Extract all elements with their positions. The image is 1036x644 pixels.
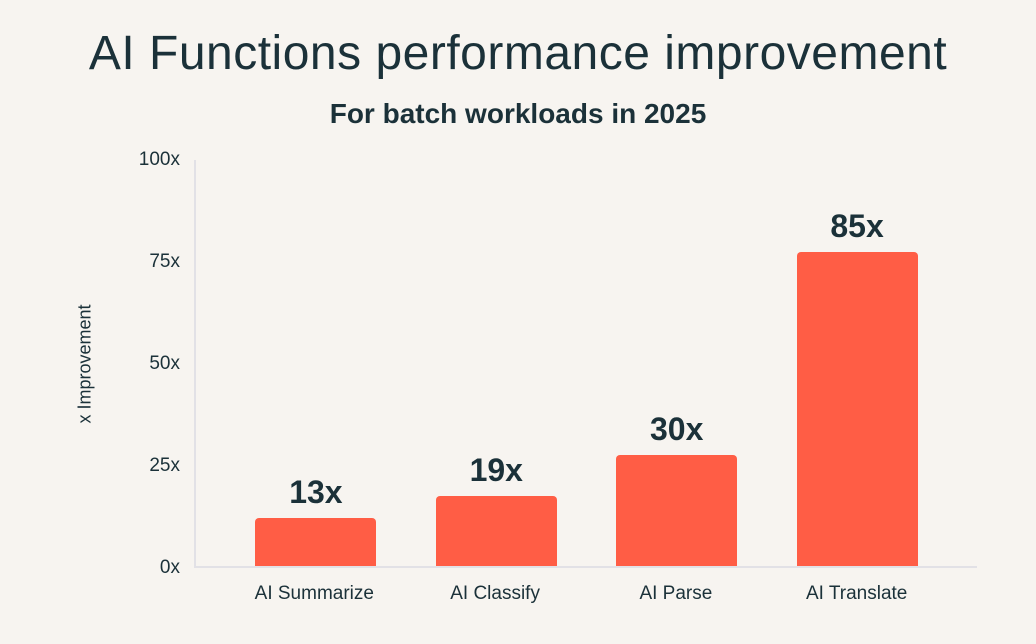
y-tick-label: 75x	[149, 251, 180, 272]
bar	[796, 252, 918, 566]
bar	[255, 518, 377, 566]
bar-value-label: 13x	[289, 474, 343, 511]
bar-slot: 85x	[796, 160, 918, 566]
y-tick-label: 25x	[149, 455, 180, 476]
bar-slot: 30x	[616, 160, 738, 566]
category-label: AI Parse	[639, 583, 713, 604]
bar	[616, 455, 738, 566]
bar-value-label: 19x	[469, 451, 523, 488]
bar-value-label: 85x	[830, 208, 884, 245]
y-tick-label: 100x	[138, 149, 180, 170]
bar-slot: 13x	[255, 160, 377, 566]
y-axis-ticks: 0x 25x 50x 75x 100x	[0, 149, 180, 578]
bar	[435, 495, 557, 566]
category-label: AI Classify	[450, 583, 540, 604]
category-label: AI Translate	[805, 583, 908, 604]
y-tick-label: 0x	[159, 557, 180, 578]
bar-slot: 19x	[435, 160, 557, 566]
plot-area: 13x 19x 30x 85x	[194, 160, 977, 568]
y-tick-label: 50x	[149, 353, 180, 374]
chart-subtitle: For batch workloads in 2025	[329, 98, 707, 129]
bar-value-label: 30x	[649, 411, 704, 448]
x-axis-labels: AI Summarize AI Classify AI Parse AI Transl…	[194, 583, 977, 605]
chart-title: AI Functions performance improvement	[88, 27, 948, 80]
category-label: AI Summarize	[254, 583, 374, 604]
